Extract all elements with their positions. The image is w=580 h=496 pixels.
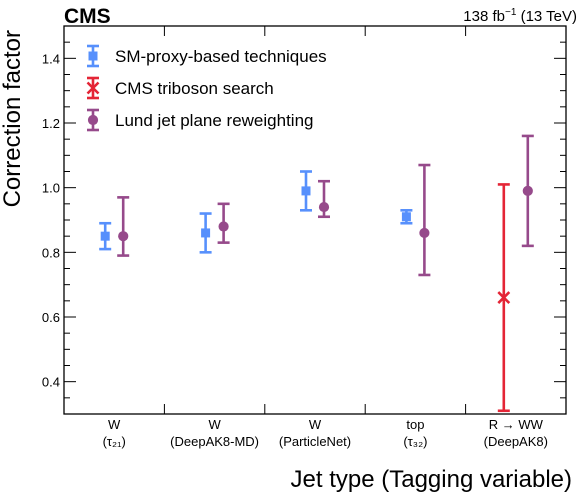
series-circle: [117, 134, 534, 277]
x-marker: [497, 291, 511, 305]
category-label: top: [406, 417, 424, 432]
series-x: [497, 183, 511, 413]
lumi-energy: (13 TeV): [516, 8, 577, 25]
legend-label: CMS triboson search: [115, 79, 274, 98]
legend: SM-proxy-based techniques CMS triboson se…: [86, 44, 327, 132]
square-marker: [401, 212, 411, 222]
axes: 0.4 0.6 0.8 1.0 1.2 1.4 W (τ₂₁) W (DeepAK8-MD) W (P…: [42, 25, 567, 449]
data-point: [318, 179, 330, 219]
lumi-value: 138 fb: [463, 8, 505, 25]
category-sublabel: (DeepAK8-MD): [170, 434, 259, 449]
y-tick-label: 1.0: [42, 181, 60, 196]
y-tick-label: 1.4: [42, 51, 60, 66]
y-tick-label: 0.8: [42, 245, 60, 260]
data-point: [199, 212, 212, 254]
category-label: R → WW: [489, 417, 544, 432]
circle-marker: [522, 185, 533, 196]
square-marker: [88, 51, 98, 61]
category-label: W: [108, 417, 121, 432]
data-point: [521, 134, 534, 248]
data-point: [300, 170, 312, 212]
legend-entry: SM-proxy-based techniques: [87, 44, 327, 68]
category-sublabel: (ParticleNet): [279, 434, 351, 449]
legend-label: Lund jet plane reweighting: [115, 111, 313, 130]
legend-entry: Lund jet plane reweighting: [87, 108, 313, 132]
square-marker: [100, 231, 110, 241]
cms-label: CMS: [64, 5, 111, 28]
circle-marker: [218, 221, 229, 232]
circle-marker: [419, 227, 430, 239]
legend-entry: CMS triboson search: [86, 76, 274, 100]
category-label: W: [208, 417, 221, 432]
y-tick-label: 0.4: [42, 375, 60, 390]
data-point: [217, 202, 230, 244]
category-sublabel: (τ₃₂): [403, 434, 427, 449]
data-points: [99, 134, 534, 413]
square-marker: [201, 228, 211, 238]
lumi-exponent: −1: [505, 7, 517, 18]
legend-label: SM-proxy-based techniques: [115, 47, 327, 66]
y-tick-label: 0.6: [42, 310, 60, 325]
category-sublabel: (DeepAK8): [484, 434, 548, 449]
circle-marker: [318, 201, 330, 213]
circle-marker: [118, 231, 129, 242]
data-point: [497, 183, 511, 413]
y-axis-title: Correction factor: [0, 30, 26, 207]
data-point: [99, 221, 112, 251]
category-sublabel: (τ₂₁): [103, 434, 126, 449]
x-marker: [86, 81, 100, 95]
data-point: [400, 209, 413, 225]
lumi-label: 138 fb−1 (13 TeV): [463, 7, 577, 25]
data-point: [418, 163, 431, 277]
series-square: [99, 170, 413, 254]
y-tick-label: 1.2: [42, 116, 60, 131]
data-point: [117, 196, 130, 257]
circle-marker: [87, 114, 99, 126]
category-label: W: [309, 417, 322, 432]
x-axis-title: Jet type (Tagging variable): [291, 466, 572, 493]
square-marker: [301, 186, 311, 196]
